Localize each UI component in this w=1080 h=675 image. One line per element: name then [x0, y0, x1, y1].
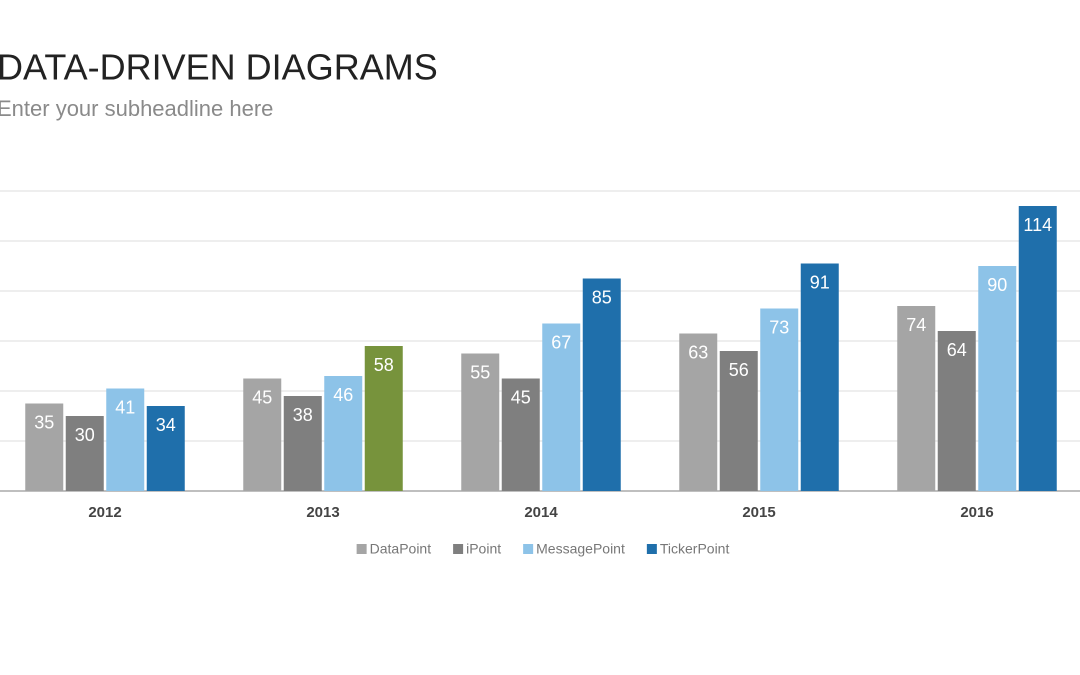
bar — [25, 403, 64, 491]
data-label: 73 — [769, 317, 789, 337]
bar — [679, 333, 718, 491]
x-tick-label: 2014 — [524, 504, 558, 521]
data-label: 35 — [34, 412, 54, 432]
bar — [324, 376, 363, 491]
bar — [978, 266, 1017, 491]
data-label: 56 — [729, 360, 749, 380]
legend-swatch — [356, 544, 367, 554]
data-label: 38 — [293, 405, 313, 425]
data-label: 30 — [75, 425, 95, 445]
x-tick-label: 2015 — [742, 504, 775, 521]
data-label: 58 — [374, 355, 394, 375]
data-label: 55 — [470, 362, 490, 382]
data-label: 41 — [115, 397, 135, 417]
bar — [1018, 206, 1057, 491]
x-tick-label: 2013 — [306, 504, 339, 521]
x-tick-label: 2012 — [88, 504, 121, 521]
legend-swatch — [646, 544, 657, 554]
chart-title: DATA-DRIVEN DIAGRAMS — [0, 47, 438, 88]
bar — [461, 353, 500, 491]
data-label: 63 — [688, 342, 708, 362]
data-label: 90 — [987, 275, 1007, 295]
data-label: 91 — [810, 272, 830, 292]
bar — [243, 378, 282, 491]
bar — [719, 351, 758, 491]
data-label: 46 — [333, 385, 353, 405]
bar — [800, 263, 839, 491]
bar — [501, 378, 540, 491]
legend-label: iPoint — [466, 541, 501, 557]
bar — [760, 308, 799, 491]
bar — [65, 416, 104, 491]
data-label: 34 — [156, 415, 176, 435]
x-tick-label: 2016 — [960, 504, 993, 521]
bar — [283, 396, 322, 491]
legend-swatch — [453, 544, 464, 554]
bar — [146, 406, 185, 491]
chart-subtitle: Enter your subheadline here — [0, 96, 273, 121]
data-label: 67 — [551, 332, 571, 352]
legend-swatch — [523, 544, 534, 554]
bar — [542, 323, 581, 491]
bar — [582, 278, 621, 491]
legend-label: MessagePoint — [536, 541, 625, 557]
data-label: 74 — [906, 315, 926, 335]
bar — [106, 388, 145, 491]
bar — [364, 346, 403, 491]
data-label: 45 — [252, 387, 272, 407]
data-label: 45 — [511, 387, 531, 407]
data-label: 64 — [947, 340, 967, 360]
bar — [897, 306, 936, 491]
data-label: 85 — [592, 287, 612, 307]
bar — [937, 331, 976, 491]
legend-label: TickerPoint — [660, 541, 730, 557]
legend-label: DataPoint — [370, 541, 432, 557]
data-label: 114 — [1023, 215, 1052, 235]
